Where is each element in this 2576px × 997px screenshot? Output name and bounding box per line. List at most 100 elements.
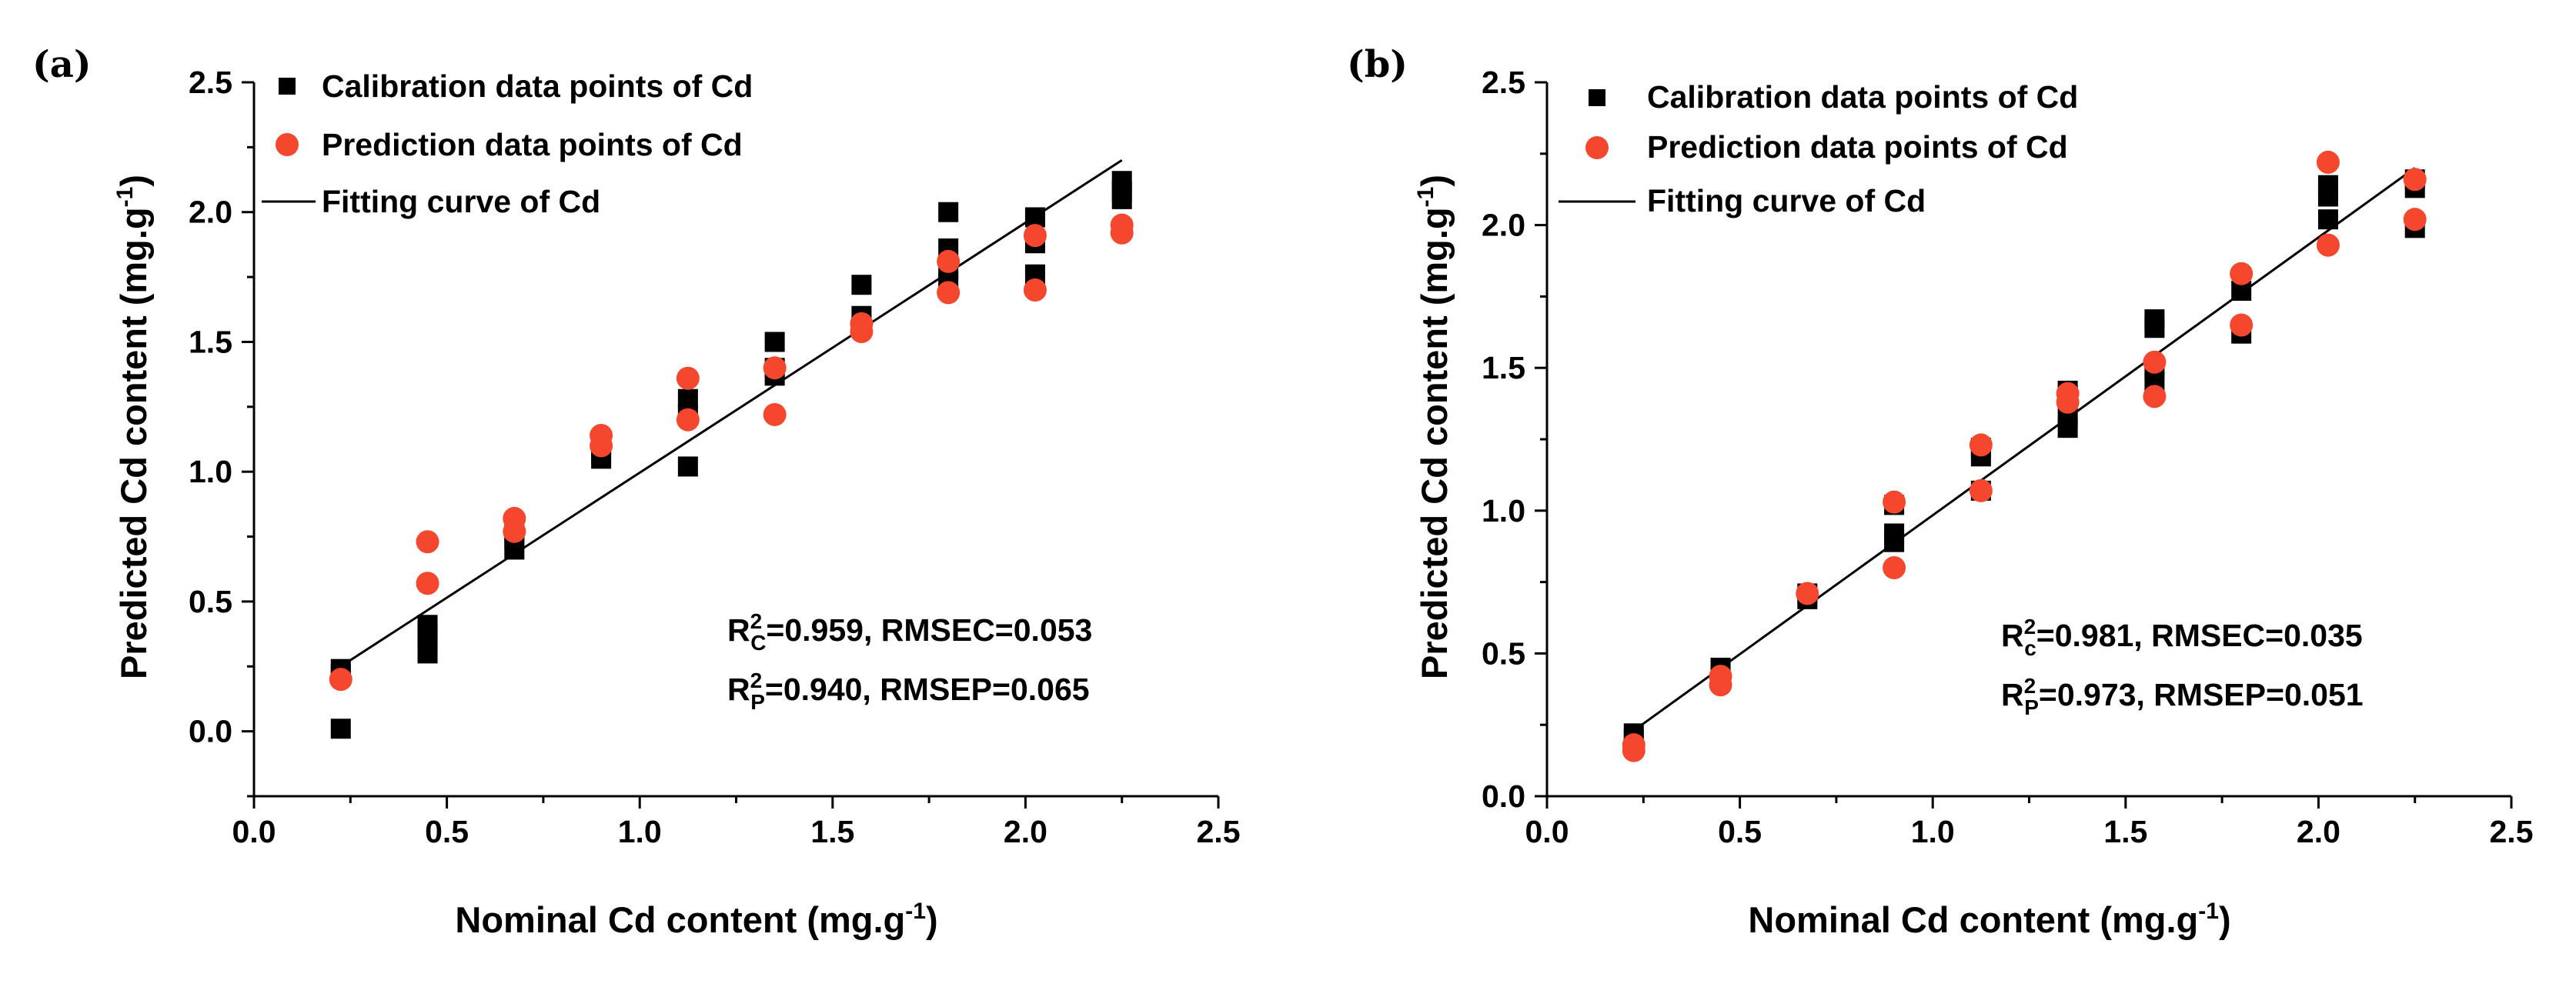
prediction-point [1622, 733, 1645, 757]
y-tick-label: 2.0 [1482, 208, 1525, 243]
stats-line-1-b: R2 c=0.981, RMSEC=0.035 [2001, 615, 2363, 660]
calibration-point [1111, 171, 1132, 192]
stat-rest: =0.959, RMSEC=0.053 [766, 612, 1092, 648]
legend-prediction-label: Prediction data points of Cd [322, 127, 743, 162]
stat-r: R [2001, 618, 2024, 653]
y-tick-label: 0.5 [189, 584, 232, 619]
x-axis-title-a: Nominal Cd content (mg.g-1) [455, 899, 937, 940]
calibration-point [2317, 175, 2338, 195]
calibration-point [1884, 523, 1905, 544]
y-tick-label: 2.0 [189, 195, 232, 230]
y-tick-label: 1.0 [189, 454, 232, 489]
calibration-point [764, 332, 785, 352]
prediction-point [1883, 556, 1906, 580]
legend-prediction-marker [1585, 136, 1609, 159]
legend-fit-label: Fitting curve of Cd [322, 184, 600, 219]
prediction-point [1883, 490, 1906, 514]
prediction-point [937, 249, 961, 273]
x-axis-title-text: Nominal Cd content (mg.g [455, 899, 905, 940]
y-axis-title-end: ) [1414, 175, 1455, 187]
legend-calibration-label: Calibration data points of Cd [1647, 79, 2078, 115]
stat-rest: =0.981, RMSEC=0.035 [2036, 618, 2363, 653]
x-tick-label: 1.5 [2103, 814, 2147, 849]
legend-calibration-marker [1589, 89, 1605, 106]
prediction-point [1023, 278, 1047, 302]
prediction-point [1709, 665, 1732, 689]
stat-sub: P [2024, 695, 2039, 719]
panel-label-a: (a) [32, 43, 92, 86]
y-axis-title-sup: -1 [1413, 187, 1438, 208]
prediction-point [763, 402, 787, 426]
y-tick-label: 1.0 [1482, 493, 1525, 529]
prediction-point [503, 506, 526, 530]
y-axis-title-end: ) [113, 175, 154, 187]
prediction-point [1023, 224, 1047, 248]
legend-b: Calibration data points of Cd Prediction… [1559, 79, 2078, 218]
legend-calibration-marker [279, 78, 296, 95]
stats-line-2-b: R2 P=0.973, RMSEP=0.051 [2001, 674, 2364, 719]
x-tick-label: 2.5 [1197, 814, 1241, 849]
stat-sub: C [750, 631, 766, 655]
prediction-point [1969, 478, 1993, 502]
prediction-point [937, 281, 961, 305]
legend-a: Calibration data points of Cd Prediction… [262, 68, 753, 219]
x-axis-title-b: Nominal Cd content (mg.g-1) [1748, 899, 2230, 940]
calibration-point [330, 719, 351, 739]
stat-sup: 2 [2024, 615, 2036, 639]
prediction-point [1110, 213, 1134, 237]
prediction-point [416, 530, 439, 554]
prediction-point [850, 312, 874, 335]
calibration-point [677, 388, 698, 409]
stat-r: R [2001, 677, 2024, 712]
prediction-point [763, 356, 787, 380]
prediction-point [2316, 233, 2340, 257]
legend-prediction-label: Prediction data points of Cd [1647, 129, 2068, 165]
x-tick-label: 2.0 [1004, 814, 1047, 849]
calibration-point [2144, 309, 2165, 330]
x-axis-title-sup: -1 [905, 899, 926, 924]
y-axis-title-a: Predicted Cd content (mg.g-1) [112, 175, 154, 679]
prediction-point [676, 366, 700, 390]
y-axis-title-text: Predicted Cd content (mg.g [1414, 207, 1455, 679]
panel-a: (a) 0.0 0.5 1.0 1.5 2.0 2.5 0.0 0.5 1.0 1.5 2.0 2.5… [32, 43, 1241, 940]
calibration-point [938, 202, 959, 222]
y-tick-label: 0.5 [1482, 635, 1525, 671]
prediction-point [329, 668, 352, 692]
legend-calibration-label: Calibration data points of Cd [322, 68, 753, 104]
stat-rest: =0.973, RMSEP=0.051 [2039, 677, 2364, 712]
legend-fit-label: Fitting curve of Cd [1647, 183, 1926, 218]
y-tick-label: 2.5 [1482, 65, 1525, 100]
prediction-point [2143, 350, 2167, 374]
stat-sub: c [2024, 636, 2036, 660]
x-axis-title-end: ) [926, 899, 938, 940]
prediction-point [1969, 433, 1993, 457]
calibration-point [417, 615, 438, 635]
x-tick-label: 0.0 [232, 814, 276, 849]
y-tick-label: 1.5 [189, 324, 232, 359]
y-axis-title-text: Predicted Cd content (mg.g [113, 207, 154, 679]
x-tick-label: 2.5 [2490, 814, 2534, 849]
calibration-point [677, 456, 698, 477]
calibration-point [851, 275, 872, 295]
y-tick-label: 0.0 [189, 714, 232, 749]
fitting-curve [1632, 167, 2416, 732]
prediction-point [2316, 150, 2340, 174]
prediction-point [2403, 208, 2427, 232]
y-tick-label: 0.0 [1482, 779, 1525, 814]
x-axis-title-sup: -1 [2198, 899, 2219, 924]
prediction-point [2403, 168, 2427, 192]
x-tick-label: 1.5 [810, 814, 854, 849]
fitting-curve [339, 158, 1123, 668]
stat-sup: 2 [2024, 674, 2036, 698]
panel-label-b: (b) [1347, 43, 1408, 86]
prediction-point [1796, 582, 1819, 605]
x-tick-label: 1.0 [618, 814, 662, 849]
prediction-point [2230, 262, 2254, 285]
calibration-point [2317, 209, 2338, 230]
stats-line-1-a: R2 C=0.959, RMSEC=0.053 [727, 609, 1092, 655]
stat-r: R [727, 612, 750, 648]
panel-b: (b) 0.0 0.5 1.0 1.5 2.0 2.5 0.0 0.5 1.0 1.5 2.0 2.5… [1347, 43, 2534, 940]
x-tick-label: 1.0 [1911, 814, 1955, 849]
y-axis-title-sup: -1 [112, 187, 138, 208]
